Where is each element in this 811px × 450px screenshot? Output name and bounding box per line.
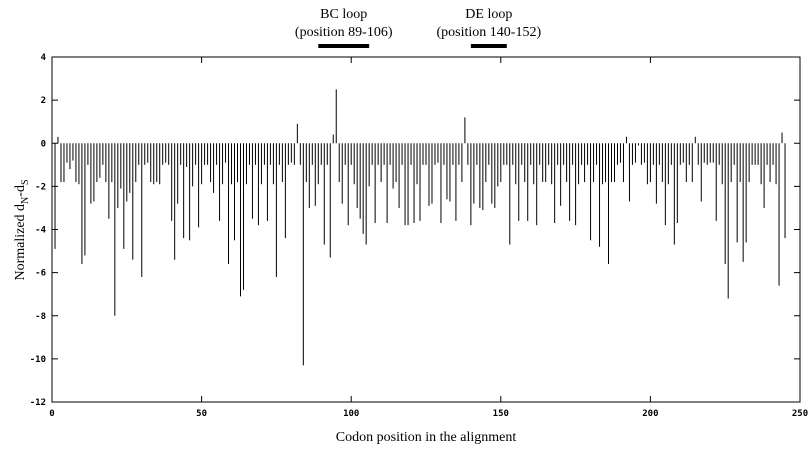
x-tick-label: 50 bbox=[196, 409, 207, 419]
y-label-sub: S bbox=[20, 179, 31, 185]
y-label-part: Normalized d bbox=[13, 204, 28, 281]
annotation-text: (position 89-106) bbox=[295, 25, 393, 40]
x-axis-label: Codon position in the alignment bbox=[336, 430, 517, 445]
x-tick-label: 100 bbox=[343, 409, 359, 419]
y-tick-label: 4 bbox=[41, 53, 47, 63]
y-label-part: -d bbox=[13, 185, 28, 197]
y-tick-label: -6 bbox=[35, 269, 46, 279]
y-tick-label: -2 bbox=[35, 182, 46, 192]
annotation-text: BC loop bbox=[320, 7, 367, 22]
annotation-text: DE loop bbox=[465, 7, 512, 22]
y-tick-label: -8 bbox=[35, 312, 46, 322]
x-tick-label: 200 bbox=[642, 409, 658, 419]
y-tick-label: -10 bbox=[30, 355, 46, 365]
y-tick-label: 2 bbox=[41, 96, 46, 106]
y-label-sub: N bbox=[20, 197, 31, 204]
y-tick-label: 0 bbox=[41, 139, 46, 149]
x-tick-label: 0 bbox=[49, 409, 54, 419]
y-tick-label: -4 bbox=[35, 226, 46, 236]
plot-frame bbox=[51, 56, 801, 403]
y-tick-label: -12 bbox=[30, 398, 46, 408]
x-tick-label: 150 bbox=[493, 409, 509, 419]
x-tick-label: 250 bbox=[792, 409, 808, 419]
y-axis-label: Normalized dN-dS bbox=[13, 179, 31, 280]
annotation-text: (position 140-152) bbox=[437, 25, 542, 40]
